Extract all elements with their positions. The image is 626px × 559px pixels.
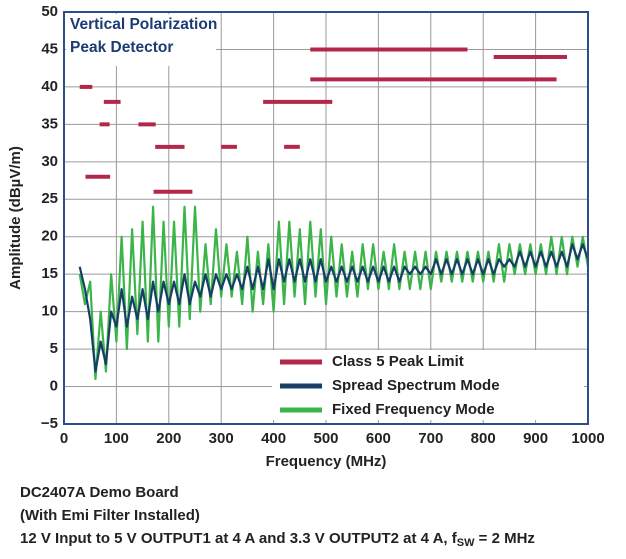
annotation: Vertical Polarization bbox=[70, 16, 217, 33]
y-tick-label: 45 bbox=[41, 40, 58, 57]
x-tick-label: 100 bbox=[104, 430, 129, 447]
y-tick-label: −5 bbox=[41, 415, 58, 432]
series-line bbox=[78, 243, 590, 373]
y-tick-label: 50 bbox=[41, 3, 58, 20]
annotation-background bbox=[66, 14, 216, 66]
x-tick-label: 1000 bbox=[571, 430, 604, 447]
y-tick-label: 15 bbox=[41, 265, 58, 282]
note-subscript: SW bbox=[457, 537, 475, 549]
note: DC2407A Demo Board bbox=[20, 484, 179, 501]
x-tick-label: 800 bbox=[471, 430, 496, 447]
x-tick-label: 200 bbox=[156, 430, 181, 447]
legend-label: Spread Spectrum Mode bbox=[332, 377, 500, 394]
y-tick-label: 0 bbox=[50, 378, 58, 395]
plot-frame bbox=[63, 11, 589, 425]
note: 12 V Input to 5 V OUTPUT1 at 4 A and 3.3… bbox=[20, 530, 535, 549]
annotation: Peak Detector bbox=[70, 39, 173, 56]
y-axis-label: Amplitude (dBµV/m) bbox=[7, 146, 24, 290]
note-part: = 2 MHz bbox=[474, 530, 534, 547]
x-tick-label: 700 bbox=[418, 430, 443, 447]
x-tick-label: 500 bbox=[313, 430, 338, 447]
legend-label: Fixed Frequency Mode bbox=[332, 401, 495, 418]
x-tick-label: 300 bbox=[209, 430, 234, 447]
series-line bbox=[78, 205, 590, 381]
note: (With Emi Filter Installed) bbox=[20, 507, 200, 524]
x-tick-label: 900 bbox=[523, 430, 548, 447]
y-tick-label: 40 bbox=[41, 78, 58, 95]
x-axis-label: Frequency (MHz) bbox=[266, 453, 387, 470]
legend-background bbox=[272, 350, 584, 420]
y-tick-label: 5 bbox=[50, 340, 58, 357]
legend: Class 5 Peak Limit Spread Spectrum Mode Fi… bbox=[272, 350, 584, 420]
y-tick-label: 25 bbox=[41, 190, 58, 207]
y-tick-label: 20 bbox=[41, 228, 58, 245]
y-tick-label: 10 bbox=[41, 303, 58, 320]
x-tick-label: 400 bbox=[261, 430, 286, 447]
legend-label: Class 5 Peak Limit bbox=[332, 353, 464, 370]
y-tick-label: 30 bbox=[41, 153, 58, 170]
x-tick-label: 0 bbox=[60, 430, 68, 447]
note-part: 12 V Input to 5 V OUTPUT1 at 4 A and 3.3… bbox=[20, 530, 458, 547]
x-tick-label: 600 bbox=[366, 430, 391, 447]
y-tick-label: 35 bbox=[41, 115, 58, 132]
